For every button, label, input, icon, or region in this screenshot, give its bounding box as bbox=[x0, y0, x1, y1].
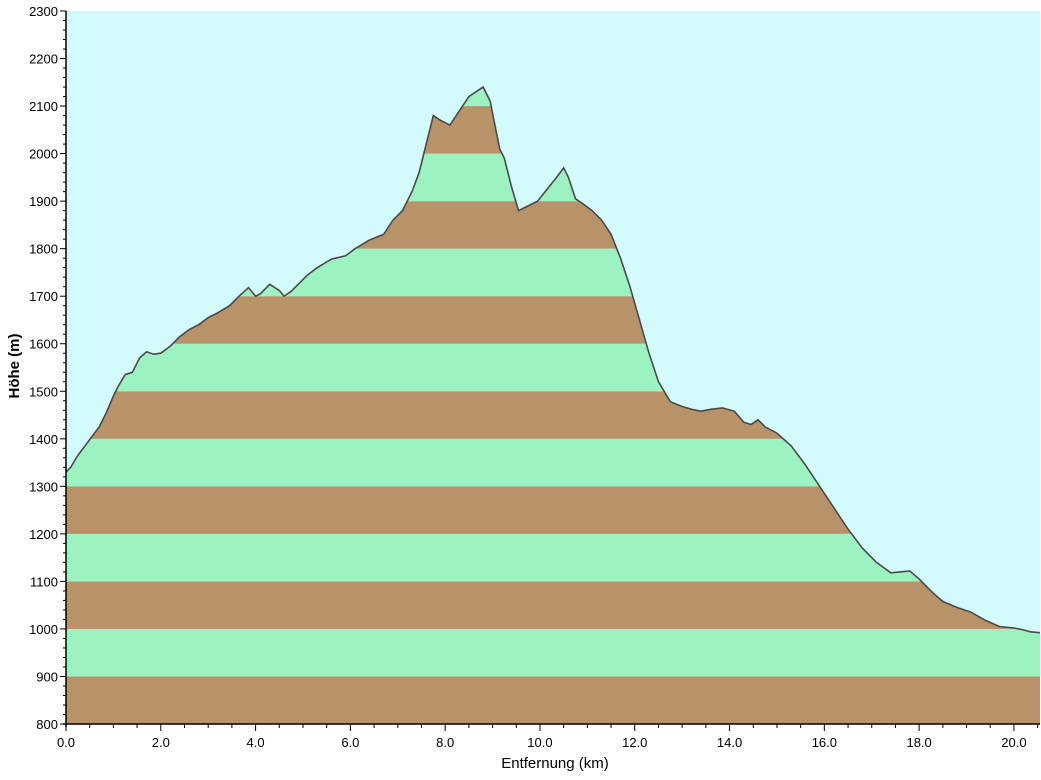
x-tick-label: 18.0 bbox=[906, 735, 931, 750]
x-tick-label: 4.0 bbox=[247, 735, 265, 750]
x-tick-label: 8.0 bbox=[436, 735, 454, 750]
x-tick-label: 6.0 bbox=[341, 735, 359, 750]
x-tick-label: 16.0 bbox=[812, 735, 837, 750]
x-axis-title: Entfernung (km) bbox=[501, 755, 609, 772]
x-tick-label: 10.0 bbox=[527, 735, 552, 750]
y-tick-label: 900 bbox=[36, 669, 58, 684]
y-tick-label: 1200 bbox=[29, 527, 58, 542]
y-tick-label: 2200 bbox=[29, 52, 58, 67]
y-tick-label: 1500 bbox=[29, 384, 58, 399]
elevation-band bbox=[66, 628, 1040, 677]
y-tick-label: 1100 bbox=[30, 574, 58, 589]
y-tick-label: 2000 bbox=[29, 147, 58, 162]
y-tick-label: 1700 bbox=[29, 289, 58, 304]
y-axis-title: Höhe (m) bbox=[6, 334, 23, 399]
y-tick-label: 1000 bbox=[29, 622, 58, 637]
elevation-band bbox=[66, 676, 1040, 724]
x-tick-label: 20.0 bbox=[1001, 735, 1026, 750]
y-tick-label: 1600 bbox=[29, 337, 58, 352]
y-tick-label: 800 bbox=[36, 717, 58, 732]
x-tick-label: 14.0 bbox=[717, 735, 742, 750]
y-axis-ticks: 800 900 1000 1100 1200 1300 1400 1500 1600 1700 18… bbox=[29, 4, 66, 732]
x-tick-label: 2.0 bbox=[152, 735, 170, 750]
axes bbox=[63, 11, 1040, 727]
elevation-band bbox=[66, 581, 1040, 629]
y-tick-label: 1300 bbox=[29, 479, 58, 494]
y-tick-label: 2100 bbox=[29, 99, 58, 114]
y-tick-label: 2300 bbox=[29, 4, 58, 19]
sky-area bbox=[66, 11, 1040, 633]
y-tick-label: 1900 bbox=[29, 194, 58, 209]
x-tick-label: 0.0 bbox=[57, 735, 75, 750]
y-tick-label: 1800 bbox=[29, 242, 58, 257]
x-tick-label: 12.0 bbox=[622, 735, 647, 750]
y-tick-label: 1400 bbox=[29, 432, 58, 447]
x-axis-ticks: 0.0 2.0 4.0 6.0 8.0 10.0 12.0 14.0 16.0 18.0 20.0 bbox=[57, 724, 1039, 750]
elevation-profile-line bbox=[65, 85, 1041, 634]
